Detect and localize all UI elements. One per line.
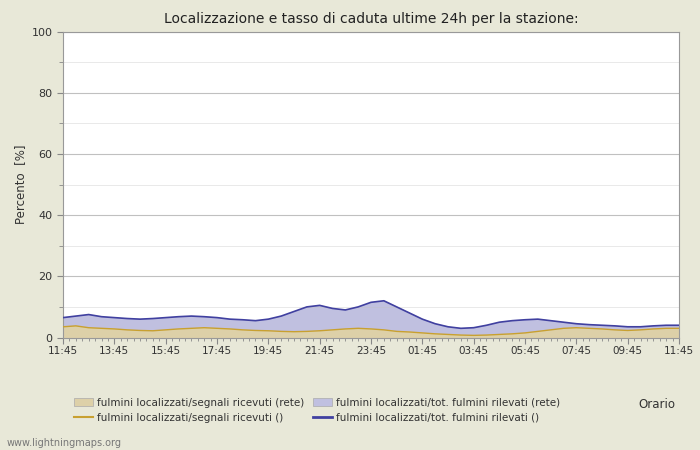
Text: www.lightningmaps.org: www.lightningmaps.org bbox=[7, 438, 122, 448]
Y-axis label: Percento  [%]: Percento [%] bbox=[15, 145, 27, 224]
Text: Orario: Orario bbox=[638, 398, 675, 411]
Legend: fulmini localizzati/segnali ricevuti (rete), fulmini localizzati/segnali ricevut: fulmini localizzati/segnali ricevuti (re… bbox=[74, 398, 560, 423]
Title: Localizzazione e tasso di caduta ultime 24h per la stazione:: Localizzazione e tasso di caduta ultime … bbox=[164, 12, 578, 26]
